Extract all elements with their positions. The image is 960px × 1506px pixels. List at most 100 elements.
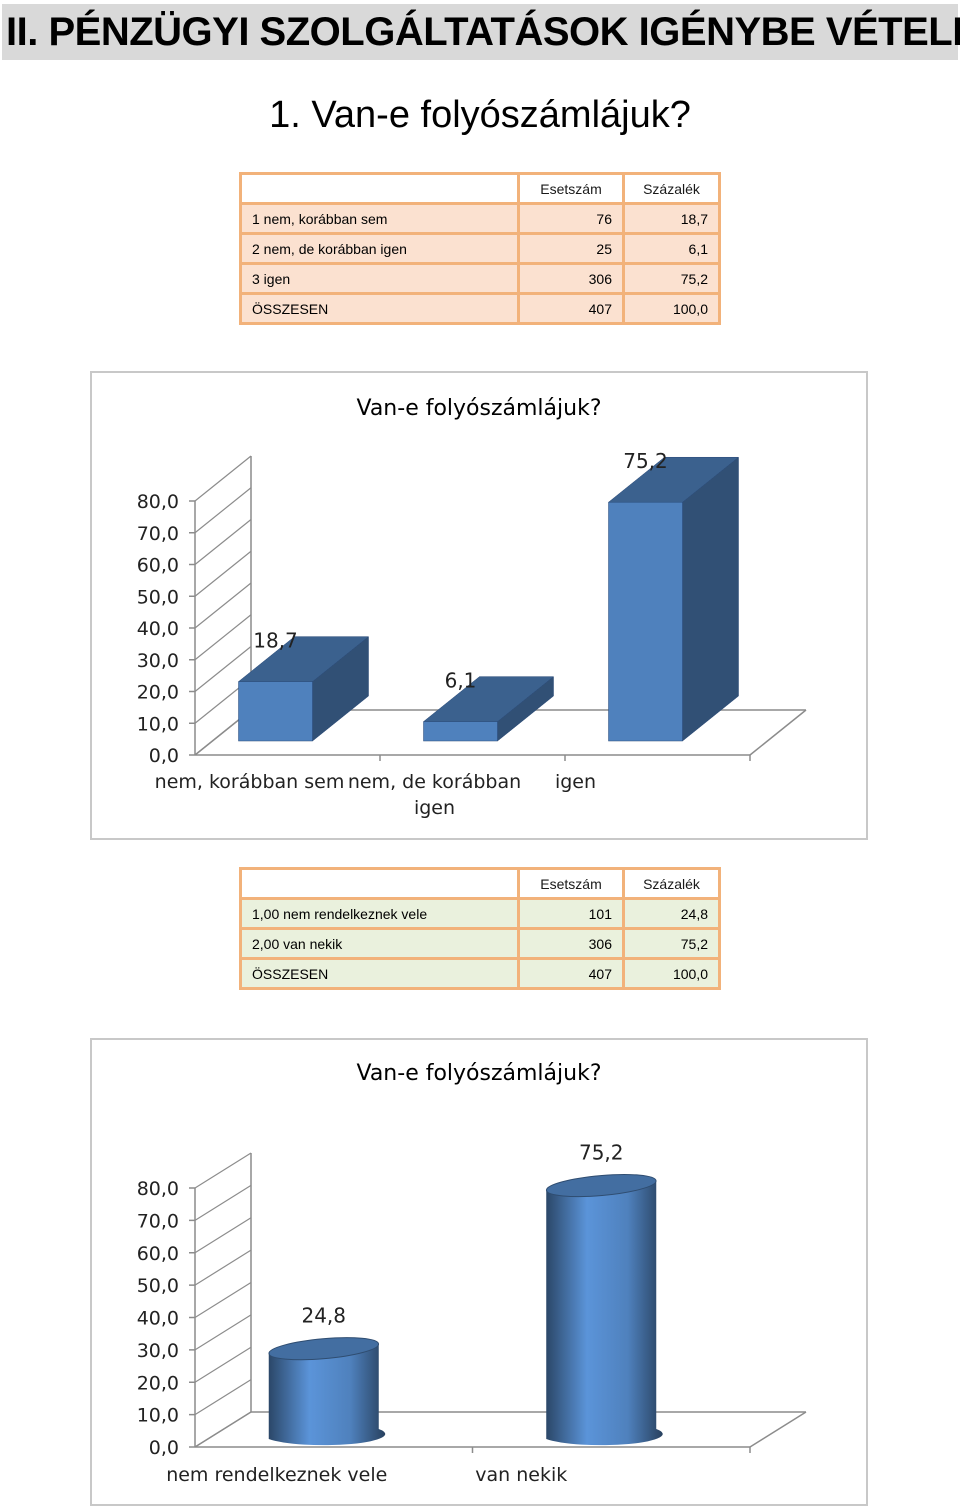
y-tick-label: 50,0 (137, 586, 179, 608)
bar-top (268, 1337, 380, 1361)
bar (268, 1343, 386, 1446)
chart-title: Van-e folyószámlájuk? (356, 396, 601, 421)
data-label: 75,2 (579, 1141, 624, 1165)
table-row-total: ÖSSZESEN 407 100,0 (239, 957, 721, 990)
y-tick-diagonal (194, 1217, 252, 1254)
y-tick-label: 20,0 (137, 1372, 179, 1394)
category-label: igen (414, 797, 455, 819)
table-cell-percent: 6,1 (622, 232, 721, 265)
y-tick-diagonal (194, 519, 252, 565)
data-label: 24,8 (301, 1304, 346, 1328)
bar (423, 721, 498, 742)
y-tick-label: 60,0 (137, 555, 179, 577)
chart-1: Van-e folyószámlájuk? 0,0 10,0 20,0 30,0 40,0… (90, 371, 868, 840)
table-cell-label: 1,00 nem rendelkeznek vele (239, 897, 520, 930)
table-row: 3 igen 306 75,2 (239, 262, 721, 295)
y-tick-diagonal (194, 487, 252, 534)
table-header-cell (239, 867, 520, 900)
y-tick-diagonal (194, 1184, 252, 1221)
frequency-table-2: Esetszám Százalék 1,00 nem rendelkeznek … (239, 867, 721, 990)
table-cell-count: 306 (517, 927, 625, 960)
table-cell-label: ÖSSZESEN (239, 957, 520, 990)
table-cell-percent: 24,8 (622, 897, 721, 930)
data-label: 75,2 (623, 449, 668, 473)
y-tick-label: 40,0 (137, 618, 179, 640)
category-label: igen (555, 771, 596, 793)
chart-floor-right-line (749, 709, 807, 756)
table-row: 2 nem, de korábban igen 25 6,1 (239, 232, 721, 265)
section-header: II. PÉNZÜGYI SZOLGÁLTATÁSOK IGÉNYBE VÉTE… (2, 4, 960, 60)
table-row: 1 nem, korábban sem 76 18,7 (239, 202, 721, 235)
table-header-cell (239, 172, 520, 205)
table-cell-count: 306 (517, 262, 625, 295)
chart-title: Van-e folyószámlájuk? (356, 1061, 601, 1086)
chart-floor-right-line (749, 1411, 807, 1448)
table-cell-label: 1 nem, korábban sem (239, 202, 520, 235)
y-tick-diagonal (194, 1249, 252, 1286)
y-tick-label: 80,0 (137, 491, 179, 513)
bar (238, 681, 313, 742)
bar (608, 501, 683, 742)
table-cell-percent: 75,2 (622, 262, 721, 295)
table-cell-label: ÖSSZESEN (239, 292, 520, 325)
category-label: van nekik (475, 1464, 567, 1486)
y-tick-label: 0,0 (149, 745, 179, 767)
table-row-total: ÖSSZESEN 407 100,0 (239, 292, 721, 325)
table-row: 1,00 nem rendelkeznek vele 101 24,8 (239, 897, 721, 930)
y-tick-label: 70,0 (137, 1210, 179, 1232)
frequency-table-1: Esetszám Százalék 1 nem, korábban sem 76… (239, 172, 721, 325)
table-row: 2,00 van nekik 306 75,2 (239, 927, 721, 960)
y-tick-diagonal (194, 1281, 252, 1319)
data-label: 18,7 (253, 629, 298, 653)
y-tick-label: 70,0 (137, 523, 179, 545)
y-tick-diagonal (194, 1152, 252, 1189)
table-cell-label: 2,00 van nekik (239, 927, 520, 960)
y-tick-diagonal (194, 646, 252, 692)
table-cell-count: 101 (517, 897, 625, 930)
y-tick-label: 50,0 (137, 1275, 179, 1297)
chart-1-svg: Van-e folyószámlájuk? 0,0 10,0 20,0 30,0 40,0… (137, 396, 807, 819)
chart-2-svg: Van-e folyószámlájuk? 0,0 10,0 20,0 30,0 40,0… (137, 1061, 807, 1486)
y-tick-label: 0,0 (149, 1437, 179, 1459)
y-tick-label: 10,0 (137, 713, 179, 735)
table-cell-percent: 100,0 (622, 957, 721, 990)
y-tick-diagonal (194, 1379, 252, 1416)
section-header-text: II. PÉNZÜGYI SZOLGÁLTATÁSOK IGÉNYBE VÉTE… (6, 10, 960, 54)
y-tick-label: 10,0 (137, 1405, 179, 1427)
y-tick-label: 40,0 (137, 1308, 179, 1330)
y-tick-label: 60,0 (137, 1243, 179, 1265)
y-tick-label: 30,0 (137, 1340, 179, 1362)
table-cell-count: 25 (517, 232, 625, 265)
table-cell-label: 2 nem, de korábban igen (239, 232, 520, 265)
table-cell-label: 3 igen (239, 262, 520, 295)
table-cell-percent: 100,0 (622, 292, 721, 325)
y-tick-diagonal (194, 455, 252, 502)
y-tick-diagonal (194, 1411, 252, 1448)
table-cell-count: 407 (517, 957, 625, 990)
table-cell-percent: 18,7 (622, 202, 721, 235)
y-tick-label: 80,0 (137, 1178, 179, 1200)
y-tick-diagonal (194, 582, 252, 629)
category-label: nem, korábban sem (155, 771, 345, 793)
y-tick-diagonal (194, 614, 252, 661)
table-cell-count: 407 (517, 292, 625, 325)
table-header-cell: Esetszám (517, 867, 625, 900)
table-cell-count: 76 (517, 202, 625, 235)
table-header-cell: Esetszám (517, 172, 625, 205)
y-tick-diagonal (194, 1314, 252, 1351)
bar-side (682, 456, 739, 742)
data-label: 6,1 (445, 669, 477, 693)
y-tick-diagonal (194, 550, 252, 597)
category-label: nem rendelkeznek vele (166, 1464, 387, 1486)
question-title: 1. Van-e folyószámlájuk? (269, 94, 691, 136)
table-cell-percent: 75,2 (622, 927, 721, 960)
chart-2: Van-e folyószámlájuk? 0,0 10,0 20,0 30,0 40,0… (90, 1038, 868, 1506)
y-tick-label: 30,0 (137, 650, 179, 672)
category-label: nem, de korábban (348, 771, 521, 793)
bar (546, 1180, 663, 1446)
table-header-cell: Százalék (622, 172, 721, 205)
y-tick-diagonal (194, 1346, 252, 1383)
y-tick-label: 20,0 (137, 682, 179, 704)
table-header-cell: Százalék (622, 867, 721, 900)
bar-top (545, 1173, 657, 1198)
